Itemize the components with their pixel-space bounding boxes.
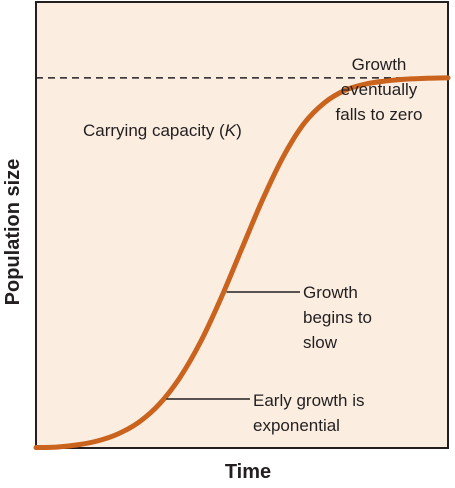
y-axis-title: Population size: [2, 159, 24, 306]
annotation-line: Growth: [303, 283, 358, 302]
carrying-capacity-label: Carrying capacity (K): [83, 121, 242, 140]
annotation-line: exponential: [253, 416, 340, 435]
annotation-line: slow: [303, 333, 338, 352]
annotation-growth-falls-to-zero: Growth eventually falls to zero: [336, 55, 423, 124]
annotation-line: eventually: [341, 80, 418, 99]
annotation-line: Growth: [352, 55, 407, 74]
annotation-growth-begins-to-slow: Growth begins to slow: [303, 283, 372, 352]
x-axis-title: Time: [225, 461, 271, 483]
annotation-line: falls to zero: [336, 105, 423, 124]
annotation-line: Early growth is: [253, 391, 364, 410]
annotation-early-growth: Early growth is exponential: [253, 391, 364, 435]
annotation-line: begins to: [303, 308, 372, 327]
plot-area: [35, 1, 449, 449]
population-curve: [33, 75, 451, 451]
